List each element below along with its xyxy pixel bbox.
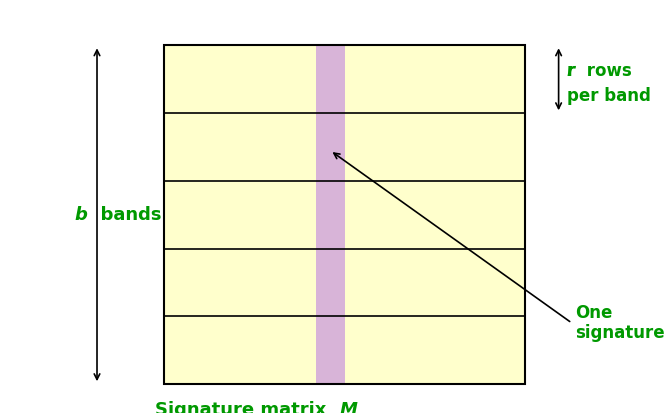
Text: Signature matrix: Signature matrix: [155, 401, 339, 413]
Text: M: M: [339, 401, 357, 413]
Text: One: One: [575, 304, 613, 322]
Text: signature: signature: [575, 325, 665, 342]
Bar: [164, 45, 525, 384]
Bar: [316, 45, 345, 384]
Text: bands: bands: [88, 206, 161, 224]
Text: per band: per band: [567, 87, 650, 105]
Bar: [164, 45, 525, 384]
Text: r  rows: r rows: [567, 62, 632, 80]
Text: b: b: [74, 206, 87, 224]
Text: r: r: [567, 62, 575, 80]
